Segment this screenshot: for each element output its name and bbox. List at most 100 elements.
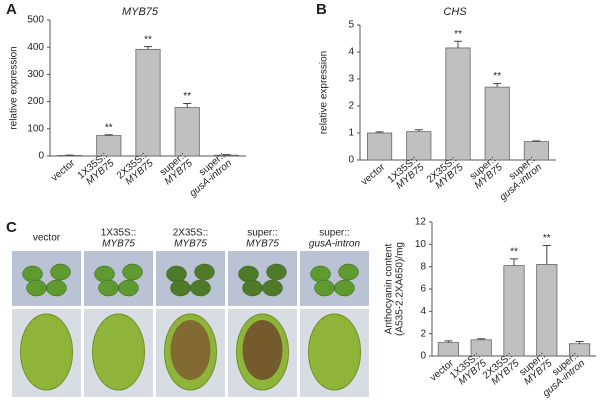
error-bar [510, 258, 518, 266]
photo-label: 1X35S:: [101, 228, 137, 239]
significance: ** [183, 91, 191, 102]
x-tick-label-group: vector [49, 157, 77, 183]
photo-label: MYB75 [102, 239, 135, 250]
x-tick-label-group: super::gusA-intron [188, 150, 235, 199]
photo-background [84, 251, 153, 306]
seedling-leaf [46, 279, 67, 297]
y-tick-label: 500 [27, 15, 44, 26]
bar [484, 86, 510, 161]
panel-label: B [316, 1, 327, 18]
y-tick-label: 2 [348, 101, 354, 112]
seedling-leaf [262, 279, 283, 297]
seedling-leaf [26, 279, 47, 297]
bar [536, 264, 558, 357]
y-tick-label: 400 [27, 42, 44, 53]
x-tick-label-group: super::gusA-intron [498, 154, 545, 203]
y-axis-label: (A535-2.2XA650)/mg [395, 242, 406, 336]
x-tick-label: vector [49, 157, 77, 183]
chart-title: CHS [443, 6, 467, 18]
seedling-leaf [190, 279, 211, 297]
error-bar [183, 103, 192, 108]
y-tick-label: 0 [38, 151, 44, 162]
leaf [92, 313, 145, 391]
seedling-leaf [118, 279, 139, 297]
photo-background [12, 251, 81, 306]
y-tick-label: 6 [420, 284, 426, 295]
y-tick-label: 0 [420, 351, 426, 362]
photo-background [156, 251, 225, 306]
significance: ** [493, 71, 501, 82]
seedling-leaf [242, 279, 263, 297]
significance: ** [454, 29, 462, 40]
panel-label: C [6, 219, 17, 236]
bar [437, 342, 459, 357]
y-tick-label: 100 [27, 123, 44, 134]
y-axis-label: relative expression [9, 46, 20, 129]
bar [135, 48, 161, 157]
y-tick-label: 200 [27, 96, 44, 107]
photo-background [228, 251, 297, 306]
y-axis-label: relative expression [319, 51, 330, 134]
significance: ** [510, 246, 518, 257]
y-axis-label: Anthocyanin content [384, 243, 395, 334]
leaf-pigment [242, 320, 283, 380]
photo-label: MYB75 [246, 239, 279, 250]
photo-label: gusA-intron [309, 239, 361, 250]
error-bar [222, 154, 231, 156]
photo-label: super:: [319, 228, 350, 239]
photo-label: MYB75 [174, 239, 207, 250]
leaf [20, 313, 73, 391]
seedling-leaf [338, 263, 359, 281]
x-tick-label-group: 1X35S::MYB75 [386, 154, 427, 191]
error-bar [575, 340, 584, 344]
bar [503, 265, 525, 357]
seedling-leaf [98, 279, 119, 297]
seedling-leaf [94, 265, 115, 283]
seedling-leaf [166, 265, 187, 283]
error-bar [454, 40, 462, 48]
x-tick-label: vector [359, 161, 387, 187]
y-tick-label: 3 [348, 74, 354, 85]
y-tick-label: 8 [420, 261, 426, 272]
seedling-leaf [314, 279, 335, 297]
error-bar [532, 140, 541, 142]
y-tick-label: 4 [420, 306, 426, 317]
error-bar [542, 244, 551, 265]
photo-label: 2X35S:: [173, 228, 209, 239]
error-bar [414, 129, 423, 132]
y-tick-label: 1 [348, 128, 354, 139]
seedling-leaf [122, 263, 143, 281]
significance: ** [105, 122, 113, 133]
error-bar [477, 338, 486, 340]
photo-background [300, 251, 369, 306]
bar [445, 47, 471, 161]
y-tick-label: 4 [348, 47, 354, 58]
y-tick-label: 300 [27, 69, 44, 80]
seedling-leaf [310, 265, 331, 283]
panel-label: A [6, 1, 17, 18]
error-bar [375, 131, 384, 133]
photo-label: super:: [247, 228, 278, 239]
error-bar [493, 83, 502, 88]
y-tick-label: 12 [415, 217, 427, 228]
seedling-leaf [266, 263, 287, 281]
seedling-leaf [334, 279, 355, 297]
seedling-leaf [22, 265, 43, 283]
significance: ** [144, 34, 152, 45]
seedling-leaf [194, 263, 215, 281]
seedling-leaf [50, 263, 71, 281]
bar [367, 132, 393, 161]
seedling-leaf [238, 265, 259, 283]
leaf [308, 313, 361, 391]
bar [174, 107, 200, 157]
error-bar [104, 134, 113, 136]
chart-title: MYB75 [122, 6, 159, 18]
y-tick-label: 10 [415, 239, 427, 250]
photo-label: vector [33, 233, 61, 244]
leaf-pigment [170, 320, 211, 380]
significance: ** [543, 233, 551, 244]
error-bar [444, 340, 453, 343]
error-bar [144, 46, 152, 50]
seedling-leaf [170, 279, 191, 297]
